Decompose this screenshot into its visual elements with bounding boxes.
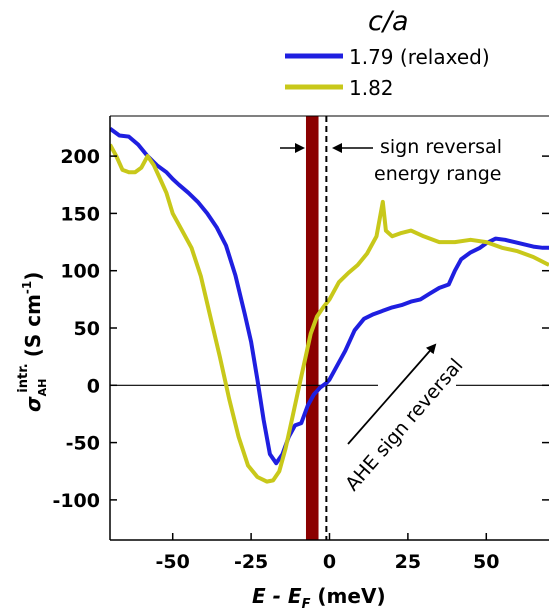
- y-tick-label: 0: [87, 375, 100, 397]
- y-axis-label: σAHintr.(S cm-1): [16, 272, 49, 412]
- y-tick-label: 150: [60, 203, 100, 225]
- y-tick-label: 100: [60, 261, 100, 283]
- series-group: [110, 126, 549, 484]
- x-axis-label: E - EF (meV): [252, 584, 386, 612]
- y-tick-label: 200: [60, 146, 100, 168]
- ticks-group: -50 -25 0 25 50 -100 -50 0 50 100 150 200: [52, 146, 549, 573]
- series-line-2: [110, 143, 549, 484]
- ahe-sign-reversal-arrow: [347, 343, 437, 445]
- y-tick-label: -100: [52, 490, 100, 512]
- annotation-ahe-sign-reversal: AHE sign reversal: [341, 355, 467, 496]
- legend-label-series-1: 1.79 (relaxed): [349, 45, 490, 69]
- legend-label-series-2: 1.82: [349, 76, 394, 100]
- x-tick-label: 25: [395, 551, 421, 573]
- x-tick-label: 0: [323, 551, 336, 573]
- legend-title: c/a: [368, 6, 409, 37]
- y-tick-label: -50: [66, 433, 100, 455]
- annotation-sign-reversal-line2: energy range: [374, 163, 502, 185]
- x-tick-label: -50: [156, 551, 190, 573]
- x-tick-label: 50: [473, 551, 499, 573]
- series-line-1: [110, 126, 549, 466]
- annotation-sign-reversal-line1: sign reversal: [380, 136, 502, 158]
- plot-area: [110, 116, 549, 540]
- y-tick-label: 50: [74, 318, 100, 340]
- x-tick-label: -25: [234, 551, 268, 573]
